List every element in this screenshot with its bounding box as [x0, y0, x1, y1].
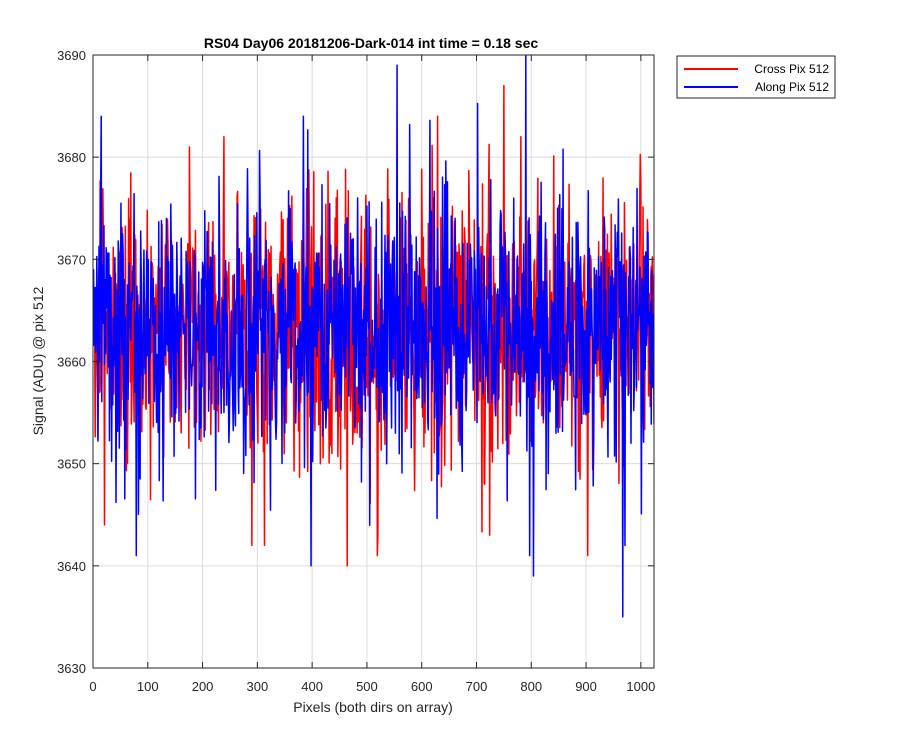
axis-ticks	[92, 54, 654, 669]
series-line-along-pix-512	[93, 55, 654, 618]
x-tick-label: 200	[192, 679, 214, 694]
axis-tick-labels: 0 100 200 300 400 500 600 700 800 900 1000 3630 3640…	[57, 48, 655, 694]
x-tick-label: 600	[411, 679, 433, 694]
x-tick-label: 900	[575, 679, 597, 694]
y-tick-label: 3650	[57, 457, 86, 472]
chart-title: RS04 Day06 20181206-Dark-014 int time = …	[204, 35, 538, 51]
legend[interactable]: Cross Pix 512 Along Pix 512	[676, 55, 836, 99]
y-axis-label: Signal (ADU) @ pix 512	[30, 286, 46, 435]
x-tick-label: 800	[520, 679, 542, 694]
x-tick-label: 300	[247, 679, 269, 694]
y-tick-label: 3630	[57, 661, 86, 676]
legend-label-cross-pix-512: Cross Pix 512	[754, 62, 829, 76]
legend-box	[676, 55, 836, 99]
y-tick-label: 3690	[57, 48, 86, 63]
x-axis-label: Pixels (both dirs on array)	[293, 699, 453, 715]
x-tick-label: 1000	[626, 679, 655, 694]
y-tick-label: 3670	[57, 252, 86, 267]
y-tick-label: 3660	[57, 355, 86, 370]
x-tick-label: 0	[89, 679, 96, 694]
y-tick-label: 3680	[57, 150, 86, 165]
x-tick-label: 400	[301, 679, 323, 694]
x-tick-label: 500	[356, 679, 378, 694]
x-tick-label: 100	[137, 679, 159, 694]
series-lines	[93, 55, 654, 618]
legend-label-along-pix-512: Along Pix 512	[755, 80, 829, 94]
x-tick-label: 700	[466, 679, 488, 694]
y-tick-label: 3640	[57, 559, 86, 574]
